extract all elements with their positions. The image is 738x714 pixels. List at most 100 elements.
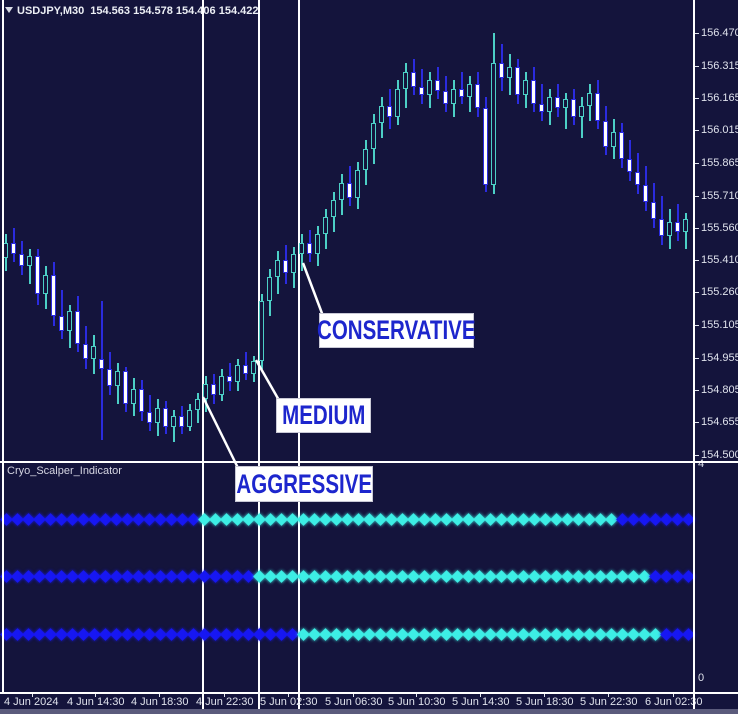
candle — [571, 99, 576, 117]
price-axis-tick — [693, 357, 699, 359]
candle — [635, 172, 640, 186]
candle — [595, 92, 600, 121]
candle — [387, 105, 392, 117]
candle — [139, 388, 144, 413]
candle — [451, 88, 456, 104]
candle — [331, 200, 336, 218]
price-axis-label: 154.655 — [701, 415, 738, 428]
price-axis-tick — [693, 130, 699, 132]
candle — [147, 412, 152, 423]
candle — [675, 221, 680, 233]
candle — [531, 80, 536, 104]
candle-wick — [581, 97, 583, 138]
callout-line — [201, 396, 241, 471]
candle — [219, 375, 224, 395]
candle — [667, 221, 672, 237]
candle — [611, 131, 616, 147]
candle — [203, 384, 208, 400]
price-axis-tick — [693, 98, 699, 100]
strategy-label-medium[interactable]: MEDIUM — [277, 399, 370, 432]
candle — [195, 399, 200, 410]
candle — [267, 277, 272, 301]
price-axis-tick — [693, 195, 699, 197]
candle — [643, 185, 648, 203]
candle — [131, 388, 136, 404]
indicator-name-label: Cryo_Scalper_Indicator — [7, 465, 122, 477]
candle — [467, 84, 472, 98]
indicator-scale-bottom: 0 — [698, 672, 705, 684]
candle — [19, 253, 24, 267]
time-axis-label: 5 Jun 06:30 — [325, 696, 383, 708]
price-axis-label: 155.105 — [701, 319, 738, 332]
candle — [227, 375, 232, 383]
time-axis-label: 6 Jun 02:30 — [645, 696, 703, 708]
price-axis-label: 155.710 — [701, 189, 738, 202]
candle — [507, 67, 512, 78]
candle — [27, 255, 32, 267]
candle — [379, 105, 384, 123]
time-axis-label: 4 Jun 2024 — [4, 696, 59, 708]
candle — [547, 97, 552, 113]
strategy-label-conservative[interactable]: CONSERVATIVE — [317, 314, 476, 347]
indicator-scale-top: 4 — [698, 458, 705, 470]
candle — [59, 315, 64, 331]
strategy-label-aggressive[interactable]: AGGRESSIVE — [236, 467, 372, 501]
chart-ohlc-values: 154.563 154.578 154.406 154.422 — [90, 5, 259, 17]
time-axis-label: 4 Jun 14:30 — [67, 696, 125, 708]
candle — [99, 358, 104, 370]
strategy-label-text: MEDIUM — [281, 400, 366, 430]
price-axis-tick — [693, 292, 699, 294]
candle — [243, 365, 248, 374]
callout-line — [301, 262, 325, 317]
price-axis-label: 156.470 — [701, 27, 738, 39]
time-axis-tick — [95, 692, 96, 697]
candle — [459, 88, 464, 98]
candle — [483, 107, 488, 186]
candle — [211, 384, 216, 395]
candle — [107, 369, 112, 387]
candle — [83, 343, 88, 359]
candle — [427, 80, 432, 96]
time-axis-line — [0, 692, 738, 694]
candle — [411, 71, 416, 87]
candle — [435, 80, 440, 91]
candle — [115, 371, 120, 387]
chart-symbol: USDJPY,M30 — [17, 5, 85, 17]
candle — [51, 275, 56, 316]
price-axis-label: 155.260 — [701, 286, 738, 299]
candle — [563, 99, 568, 108]
price-axis-label: 156.165 — [701, 92, 738, 105]
time-axis-label: 5 Jun 10:30 — [388, 696, 446, 708]
candle — [123, 371, 128, 404]
price-axis-tick — [693, 66, 699, 68]
candle — [347, 182, 352, 198]
price-axis-tick — [693, 421, 699, 423]
candle — [259, 300, 264, 361]
time-axis-tick — [480, 692, 481, 697]
candle-wick — [101, 300, 103, 440]
indicator-separator[interactable] — [0, 461, 738, 463]
candle — [523, 80, 528, 96]
candle — [67, 311, 72, 331]
price-axis-tick — [693, 227, 699, 229]
candle — [299, 242, 304, 254]
strategy-vline[interactable] — [202, 0, 204, 714]
price-axis-label: 155.560 — [701, 221, 738, 234]
strategy-label-text: AGGRESSIVE — [236, 468, 372, 499]
candle — [163, 407, 168, 428]
time-axis-label: 5 Jun 18:30 — [516, 696, 574, 708]
price-axis-border[interactable] — [693, 0, 695, 714]
price-axis-tick — [693, 260, 699, 262]
window-left-border — [2, 0, 4, 693]
candle — [75, 311, 80, 344]
time-axis-tick — [159, 692, 160, 697]
candle — [371, 122, 376, 149]
candle — [235, 365, 240, 383]
candle — [171, 416, 176, 428]
price-axis-label: 155.865 — [701, 156, 738, 169]
time-axis-tick — [416, 692, 417, 697]
strategy-vline[interactable] — [298, 0, 300, 714]
candle — [291, 253, 296, 273]
